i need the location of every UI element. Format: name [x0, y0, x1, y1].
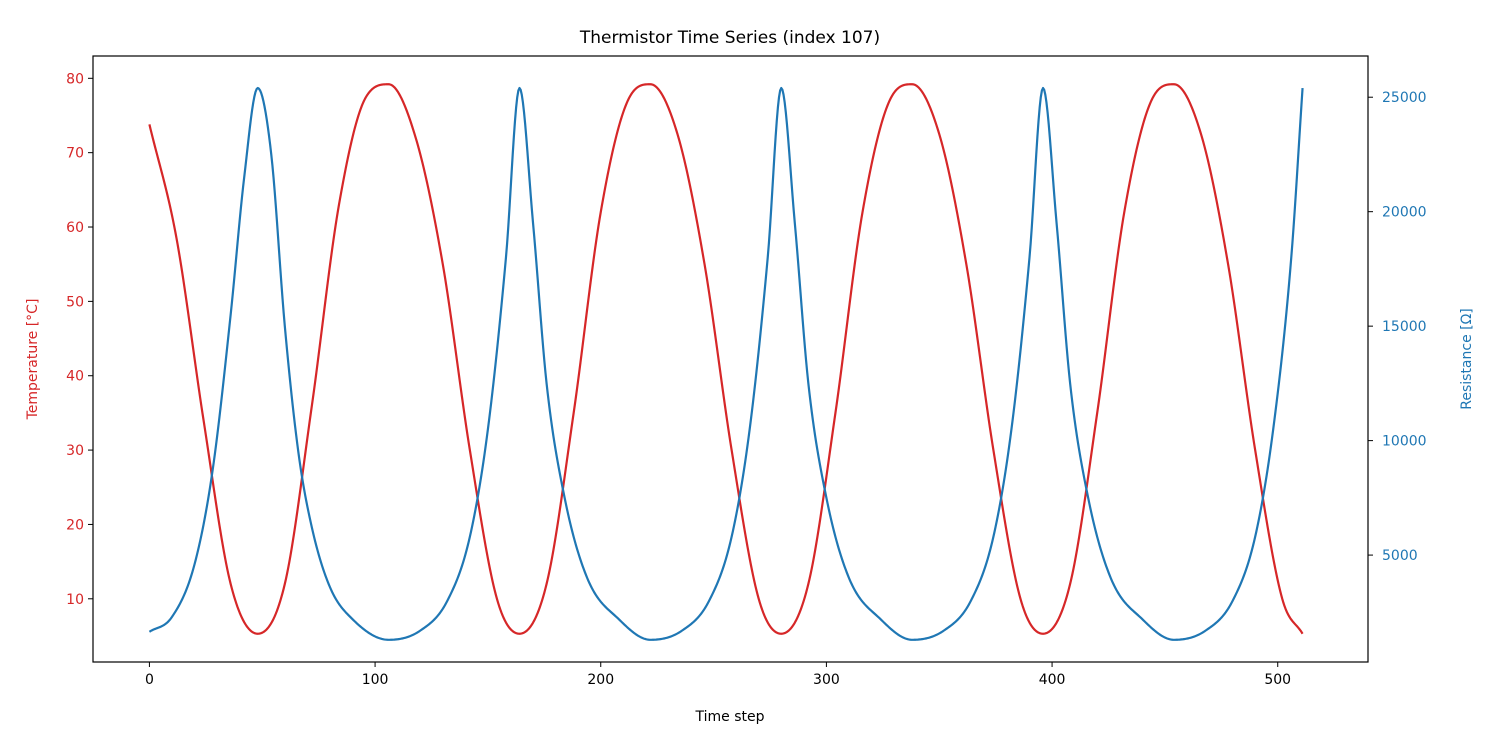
left-y-tick-label: 20	[66, 517, 84, 533]
right-y-tick-label: 20000	[1382, 205, 1427, 221]
right-y-tick-label: 25000	[1382, 90, 1427, 106]
x-tick-label: 0	[145, 672, 154, 688]
plot-frame	[92, 55, 1369, 663]
left-y-tick-label: 30	[66, 443, 84, 459]
left-y-tick-label: 50	[66, 294, 84, 310]
right-y-tick-label: 15000	[1382, 319, 1427, 335]
x-tick-label: 400	[1039, 672, 1066, 688]
left-y-tick-label: 60	[66, 220, 84, 236]
series-layer	[148, 83, 1304, 641]
chart-title: Thermistor Time Series (index 107)	[579, 28, 880, 48]
temperature-series-line	[148, 83, 1304, 635]
x-tick-label: 200	[587, 672, 614, 688]
x-tick-label: 100	[362, 672, 389, 688]
left-y-tick-label: 80	[66, 71, 84, 87]
left-y-axis-ticks: 10 20 30 40 50 60 70 80	[66, 71, 93, 608]
right-y-tick-label: 10000	[1382, 434, 1427, 450]
x-tick-label: 500	[1264, 672, 1291, 688]
left-y-axis-label: Temperature [°C]	[25, 299, 41, 421]
right-y-axis-label: Resistance [Ω]	[1459, 308, 1475, 410]
left-y-tick-label: 40	[66, 369, 84, 385]
right-y-tick-label: 5000	[1382, 548, 1418, 564]
left-y-tick-label: 10	[66, 592, 84, 608]
left-y-tick-label: 70	[66, 146, 84, 162]
x-axis-ticks: 0 100 200 300 400 500	[145, 662, 1291, 688]
x-axis-label: Time step	[695, 709, 765, 725]
resistance-series-line	[148, 86, 1304, 641]
x-tick-label: 300	[813, 672, 840, 688]
right-y-axis-ticks: 5000 10000 15000 20000 25000	[1368, 90, 1427, 564]
